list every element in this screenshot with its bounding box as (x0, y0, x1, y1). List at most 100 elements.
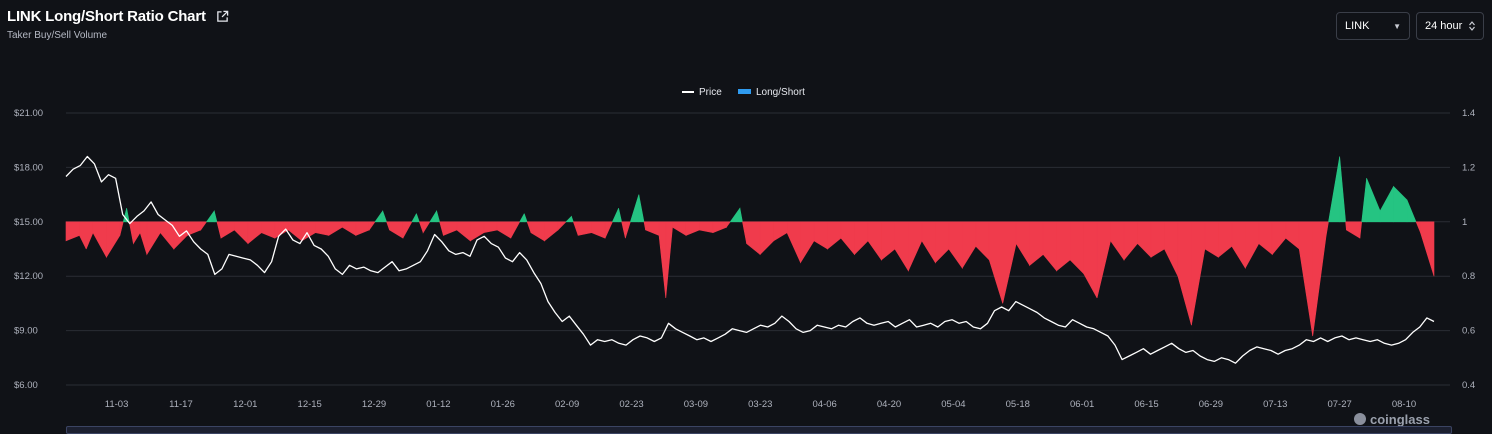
short-area-segment (456, 221, 471, 242)
short-area-segment (483, 221, 498, 234)
short-area-segment (1029, 221, 1044, 266)
short-area-segment (1231, 221, 1246, 270)
short-area-segment (1258, 221, 1273, 256)
x-tick-label: 06-01 (1070, 399, 1094, 410)
long-area-segment (411, 213, 417, 223)
short-area-segment (759, 221, 774, 256)
short-area-segment (1218, 221, 1233, 258)
short-area-segment (79, 221, 87, 250)
y-right-tick-label: 0.8 (1462, 271, 1475, 282)
short-area-segment (133, 221, 141, 245)
y-left-tick-label: $21.00 (14, 108, 43, 119)
long-area-segment (1379, 186, 1394, 223)
short-area-segment (128, 221, 134, 244)
short-area-segment (1245, 221, 1260, 269)
y-axis-right: 0.4 0.6 0.8 1 1.2 1.4 (1462, 108, 1475, 391)
short-area-segment (92, 221, 107, 258)
x-axis: 11-03 11-17 12-01 12-15 12-29 01-12 01-26 02-09… (105, 399, 1416, 410)
watermark-text: coinglass (1370, 412, 1430, 427)
short-area-segment (685, 221, 700, 236)
short-area-segment (813, 221, 828, 250)
long-area-segment (519, 213, 525, 223)
short-area-segment (1137, 221, 1152, 258)
long-area-segment (1406, 199, 1417, 223)
y-right-tick-label: 0.6 (1462, 326, 1475, 337)
short-area-segment (557, 221, 567, 231)
chart-controls: LINK ▼ 24 hour (1336, 12, 1484, 40)
short-area-segment (658, 221, 667, 298)
legend-long-short-label: Long/Short (756, 87, 805, 98)
short-area-segment (1096, 221, 1111, 299)
long-area-segment (213, 210, 218, 223)
short-area-segment (288, 221, 303, 242)
short-area-segment (975, 221, 990, 261)
short-area-segment (827, 221, 842, 250)
short-area-segment (106, 221, 121, 259)
short-area-segment (355, 221, 370, 236)
short-area-segment (894, 221, 909, 272)
time-range-select[interactable]: 24 hour (1416, 12, 1484, 40)
price-line-series (65, 155, 1435, 364)
short-area-segment (572, 221, 579, 236)
short-area-segment (119, 221, 124, 236)
long-area-segment (382, 210, 388, 223)
short-area-segment (1312, 221, 1327, 337)
x-tick-label: 03-09 (684, 399, 708, 410)
short-area-segment (1415, 221, 1421, 233)
short-area-segment (368, 221, 376, 231)
short-area-segment (1285, 221, 1300, 250)
coin-select-value: LINK (1345, 20, 1370, 32)
short-area-segment (1271, 221, 1287, 256)
y-left-tick-label: $9.00 (14, 326, 38, 337)
x-tick-label: 05-04 (941, 399, 965, 410)
chart-subtitle: Taker Buy/Sell Volume (7, 30, 108, 41)
short-area-segment (800, 221, 815, 264)
long-area-segment (1339, 156, 1346, 223)
short-area-segment (389, 221, 404, 239)
short-area-segment (341, 221, 357, 236)
short-area-segment (1042, 221, 1057, 272)
range-scrollbar[interactable] (66, 426, 1452, 434)
short-area-segment (881, 221, 896, 261)
short-area-segment (146, 221, 161, 256)
x-tick-label: 12-15 (298, 399, 322, 410)
short-area-segment (1056, 221, 1071, 272)
x-tick-label: 01-12 (426, 399, 450, 410)
short-area-segment (418, 221, 424, 233)
coin-select[interactable]: LINK ▼ (1336, 12, 1410, 40)
long-area-segment (565, 215, 572, 223)
short-area-segment (712, 221, 727, 234)
short-area-segment (1346, 221, 1361, 239)
external-link-icon[interactable] (216, 10, 229, 23)
short-area-segment (786, 221, 801, 263)
short-area-segment (439, 221, 444, 236)
y-right-tick-label: 0.4 (1462, 380, 1475, 391)
x-tick-label: 03-23 (748, 399, 772, 410)
x-tick-label: 01-26 (491, 399, 515, 410)
short-area-segment (496, 221, 512, 239)
time-range-value: 24 hour (1425, 20, 1463, 32)
short-area-segment (220, 221, 235, 239)
short-area-segment (699, 221, 714, 234)
x-tick-label: 12-01 (233, 399, 257, 410)
x-tick-label: 02-09 (555, 399, 579, 410)
x-tick-label: 07-27 (1327, 399, 1351, 410)
short-area-segment (1359, 221, 1363, 239)
y-left-tick-label: $15.00 (14, 217, 43, 228)
long-area-segment (205, 209, 215, 223)
x-tick-label: 11-17 (169, 399, 193, 410)
x-tick-label: 05-18 (1006, 399, 1030, 410)
short-area-segment (746, 221, 761, 256)
short-area-segment (742, 221, 747, 244)
short-area-segment (726, 221, 731, 229)
y-left-tick-label: $12.00 (14, 271, 43, 282)
x-tick-label: 04-20 (877, 399, 901, 410)
x-tick-label: 06-29 (1199, 399, 1223, 410)
short-area-segment (1204, 221, 1219, 258)
page-title: LINK Long/Short Ratio Chart (7, 8, 206, 25)
short-area-segment (1015, 221, 1030, 267)
x-tick-label: 08-10 (1392, 399, 1416, 410)
long-area-segment (436, 210, 441, 223)
short-area-segment (139, 221, 148, 255)
